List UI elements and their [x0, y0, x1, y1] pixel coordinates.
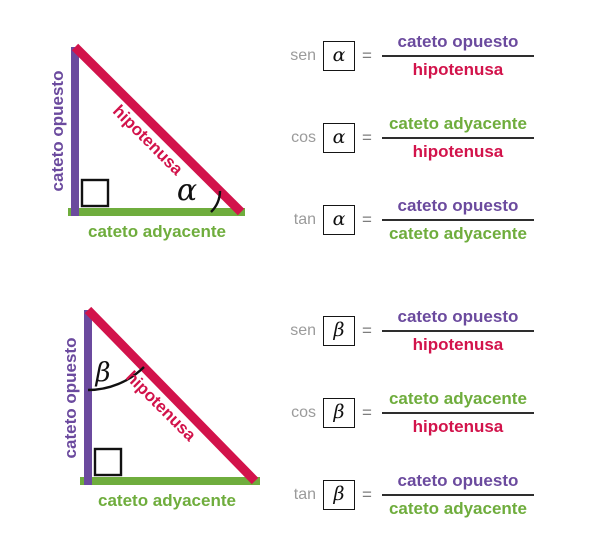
- hypotenuse-line: [71, 43, 245, 216]
- adjacent-side-label: cateto adyacente: [88, 222, 226, 241]
- angle-box: α: [323, 123, 355, 153]
- fraction: cateto adyacente hipotenusa: [381, 114, 534, 162]
- angle-box: β: [323, 480, 355, 510]
- beta-section: β cateto opuesto hipotenusa cateto adyac…: [30, 290, 600, 540]
- fraction-bar: [381, 55, 534, 57]
- right-angle-marker: [80, 178, 110, 208]
- function-label: tan: [293, 211, 316, 228]
- fraction-bar: [381, 330, 534, 332]
- denominator: cateto adyacente: [388, 224, 527, 243]
- hypotenuse-line: [84, 306, 259, 485]
- equals-sign: =: [362, 403, 372, 422]
- numerator: cateto opuesto: [397, 32, 519, 51]
- alpha-triangle: α cateto opuesto hipotenusa cateto adyac…: [48, 43, 245, 241]
- denominator: cateto adyacente: [388, 499, 527, 518]
- fraction: cateto opuesto hipotenusa: [381, 32, 534, 80]
- denominator: hipotenusa: [412, 142, 504, 161]
- fraction: cateto opuesto cateto adyacente: [381, 196, 534, 244]
- fraction-bar: [381, 412, 534, 414]
- fraction-bar: [381, 494, 534, 496]
- denominator: hipotenusa: [412, 60, 504, 79]
- angle-box: β: [323, 398, 355, 428]
- formula-cos-beta: cos β = cateto adyacente hipotenusa: [282, 389, 534, 437]
- angle-box: α: [323, 41, 355, 71]
- fraction: cateto opuesto cateto adyacente: [381, 471, 534, 519]
- hypotenuse-label: hipotenusa: [109, 101, 187, 179]
- fraction: cateto adyacente hipotenusa: [381, 389, 534, 437]
- opposite-side-label: cateto opuesto: [48, 71, 67, 192]
- numerator: cateto opuesto: [397, 196, 519, 215]
- function-label: cos: [291, 129, 316, 146]
- beta-angle-arc: [87, 366, 145, 392]
- equals-sign: =: [362, 128, 372, 147]
- fraction-bar: [381, 137, 534, 139]
- function-label: sen: [290, 47, 316, 64]
- formula-tan-beta: tan β = cateto opuesto cateto adyacente: [282, 471, 534, 519]
- numerator: cateto opuesto: [397, 471, 519, 490]
- equals-sign: =: [362, 210, 372, 229]
- formula-tan-alpha: tan α = cateto opuesto cateto adyacente: [282, 196, 534, 244]
- equals-sign: =: [362, 321, 372, 340]
- fraction: cateto opuesto hipotenusa: [381, 307, 534, 355]
- beta-triangle: β cateto opuesto hipotenusa cateto adyac…: [61, 306, 260, 510]
- function-label: sen: [290, 322, 316, 339]
- alpha-angle-arc: [210, 190, 222, 213]
- denominator: hipotenusa: [412, 335, 504, 354]
- alpha-formulas: sen α = cateto opuesto hipotenusa cos α …: [282, 32, 534, 244]
- equals-sign: =: [362, 46, 372, 65]
- denominator: hipotenusa: [412, 417, 504, 436]
- alpha-section: α cateto opuesto hipotenusa cateto adyac…: [30, 15, 600, 265]
- formula-cos-alpha: cos α = cateto adyacente hipotenusa: [282, 114, 534, 162]
- numerator: cateto adyacente: [388, 114, 527, 133]
- fraction-bar: [381, 219, 534, 221]
- adjacent-side-label: cateto adyacente: [98, 491, 236, 510]
- angle-box: β: [323, 316, 355, 346]
- angle-box: α: [323, 205, 355, 235]
- formula-sen-alpha: sen α = cateto opuesto hipotenusa: [282, 32, 534, 80]
- alpha-angle-label: α: [177, 173, 197, 208]
- beta-formulas: sen β = cateto opuesto hipotenusa cos β …: [282, 307, 534, 519]
- equals-sign: =: [362, 485, 372, 504]
- right-angle-marker: [93, 447, 123, 477]
- formula-sen-beta: sen β = cateto opuesto hipotenusa: [282, 307, 534, 355]
- function-label: tan: [293, 486, 316, 503]
- opposite-side-label: cateto opuesto: [61, 338, 80, 459]
- numerator: cateto adyacente: [388, 389, 527, 408]
- beta-angle-label: β: [94, 358, 110, 388]
- function-label: cos: [291, 404, 316, 421]
- numerator: cateto opuesto: [397, 307, 519, 326]
